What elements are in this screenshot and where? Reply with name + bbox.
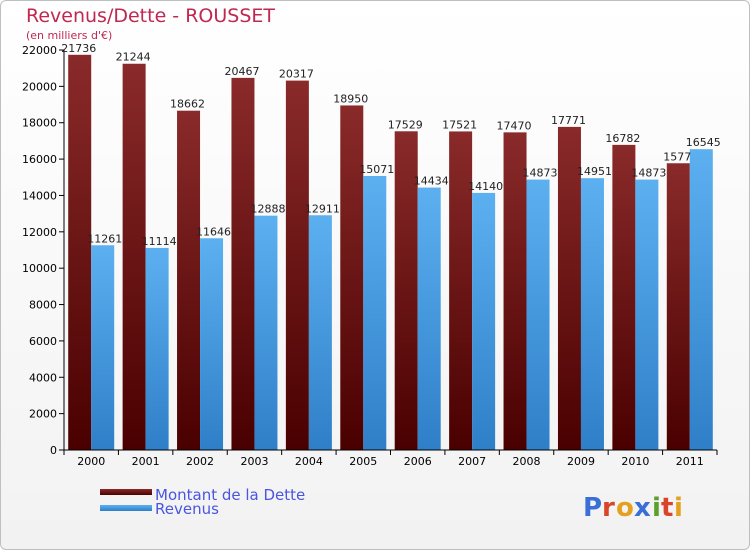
x-tick-label: 2003 bbox=[240, 455, 268, 468]
data-label-debt: 18662 bbox=[170, 98, 205, 111]
bar-revenus bbox=[145, 247, 169, 450]
svg-text:x: x bbox=[634, 493, 651, 523]
bar-debt bbox=[666, 163, 690, 450]
proxiti-logo: P r o x i t i bbox=[583, 493, 683, 523]
data-labels: 21736 21244 18662 20467 20317 18950 17529 17521… bbox=[61, 42, 721, 248]
y-axis: 0 2000 4000 6000 8000 10000 12000 14000 16000 180… bbox=[22, 44, 65, 457]
data-label-debt: 16782 bbox=[605, 132, 640, 145]
svg-text:t: t bbox=[661, 493, 673, 523]
data-label-revenus: 14873 bbox=[523, 167, 558, 180]
data-label-revenus: 15071 bbox=[359, 163, 394, 176]
y-tick-label: 6000 bbox=[29, 335, 57, 348]
bar-revenus bbox=[580, 178, 604, 450]
legend-swatch-debt bbox=[100, 489, 152, 495]
bar-debt bbox=[122, 63, 146, 450]
y-tick-label: 14000 bbox=[22, 189, 57, 202]
bar-debt bbox=[612, 144, 636, 450]
data-label-debt: 18950 bbox=[333, 92, 368, 105]
y-tick-label: 16000 bbox=[22, 153, 57, 166]
bar-revenus bbox=[472, 192, 496, 450]
data-label-revenus: 14434 bbox=[414, 175, 449, 188]
data-label-debt: 1577 bbox=[663, 150, 691, 163]
legend: Montant de la Dette Revenus bbox=[100, 486, 305, 518]
data-label-revenus: 11261 bbox=[87, 232, 122, 245]
x-axis: 2000 2001 2002 2003 2004 2005 2006 2007 2008 2009… bbox=[63, 449, 718, 468]
svg-text:i: i bbox=[652, 493, 661, 523]
y-tick-label: 12000 bbox=[22, 226, 57, 239]
bar-revenus bbox=[254, 215, 278, 450]
x-tick-label: 2000 bbox=[77, 455, 105, 468]
x-tick-label: 2002 bbox=[186, 455, 214, 468]
bar-debt bbox=[177, 110, 201, 450]
chart-title: Revenus/Dette - ROUSSET bbox=[26, 5, 275, 27]
data-label-revenus: 11646 bbox=[196, 225, 231, 238]
bar-revenus bbox=[91, 245, 115, 450]
y-tick-label: 2000 bbox=[29, 408, 57, 421]
bar-debt bbox=[231, 77, 255, 450]
data-label-debt: 21244 bbox=[116, 51, 151, 64]
y-tick-label: 20000 bbox=[22, 80, 57, 93]
svg-text:i: i bbox=[674, 493, 683, 523]
data-label-revenus: 12888 bbox=[250, 203, 285, 216]
x-tick-label: 2007 bbox=[458, 455, 486, 468]
bar-revenus bbox=[417, 187, 441, 450]
bar-debt bbox=[68, 54, 92, 451]
x-tick-label: 2005 bbox=[349, 455, 377, 468]
svg-text:P: P bbox=[583, 493, 602, 523]
legend-swatch-revenus bbox=[100, 505, 152, 511]
data-label-debt: 17529 bbox=[388, 118, 423, 131]
data-label-debt: 20467 bbox=[224, 65, 259, 78]
data-label-revenus: 14140 bbox=[468, 180, 503, 193]
bar-debt bbox=[503, 132, 527, 450]
x-tick-label: 2009 bbox=[567, 455, 595, 468]
bar-debt bbox=[340, 105, 364, 451]
bars bbox=[68, 54, 713, 451]
bar-debt bbox=[557, 126, 581, 451]
bar-revenus bbox=[363, 175, 387, 450]
bar-revenus bbox=[200, 238, 224, 450]
bar-revenus bbox=[635, 179, 659, 450]
bar-revenus bbox=[689, 149, 713, 450]
data-label-revenus: 14951 bbox=[577, 165, 612, 178]
y-tick-label: 4000 bbox=[29, 371, 57, 384]
svg-text:o: o bbox=[616, 493, 634, 523]
x-tick-label: 2011 bbox=[676, 455, 704, 468]
data-label-debt: 17521 bbox=[442, 118, 477, 131]
y-tick-label: 18000 bbox=[22, 117, 57, 130]
data-label-debt: 17470 bbox=[497, 119, 532, 132]
x-tick-label: 2008 bbox=[513, 455, 541, 468]
y-tick-label: 8000 bbox=[29, 299, 57, 312]
chart-subtitle: (en milliers d'€) bbox=[26, 29, 112, 42]
bar-debt bbox=[449, 131, 473, 450]
data-label-revenus: 14873 bbox=[631, 167, 666, 180]
data-label-revenus: 16545 bbox=[686, 136, 721, 149]
y-tick-label: 22000 bbox=[22, 44, 57, 57]
data-label-debt: 17771 bbox=[551, 114, 586, 127]
data-label-revenus: 11114 bbox=[142, 235, 177, 248]
bar-debt bbox=[285, 80, 309, 450]
x-tick-label: 2010 bbox=[621, 455, 649, 468]
x-tick-label: 2001 bbox=[132, 455, 160, 468]
bar-revenus bbox=[526, 179, 550, 450]
x-tick-label: 2006 bbox=[404, 455, 432, 468]
y-tick-label: 10000 bbox=[22, 262, 57, 275]
svg-text:r: r bbox=[602, 493, 615, 523]
bar-debt bbox=[394, 131, 418, 451]
x-tick-label: 2004 bbox=[295, 455, 323, 468]
legend-label-debt: Montant de la Dette bbox=[155, 486, 305, 504]
legend-label-revenus: Revenus bbox=[155, 500, 219, 518]
y-tick-label: 0 bbox=[50, 444, 57, 457]
data-label-debt: 21736 bbox=[61, 42, 96, 55]
bar-revenus bbox=[308, 215, 332, 450]
data-label-debt: 20317 bbox=[279, 68, 314, 81]
data-label-revenus: 12911 bbox=[305, 202, 340, 215]
